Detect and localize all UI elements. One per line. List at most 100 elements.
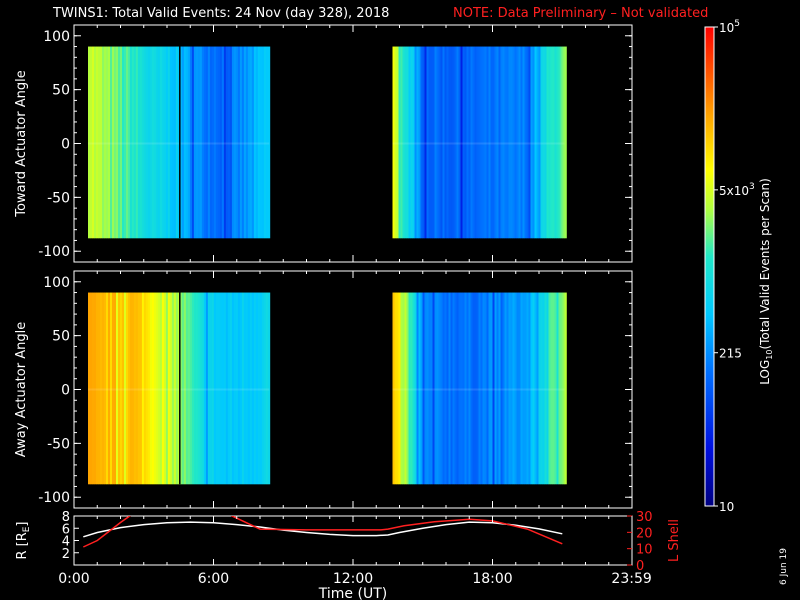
heatmap-column: [536, 292, 539, 485]
heatmap-column: [133, 292, 137, 485]
heatmap-column: [239, 46, 243, 239]
heatmap-column: [402, 46, 405, 239]
heatmap-column: [546, 46, 549, 239]
heatmap-column: [456, 292, 459, 485]
heatmap-column: [398, 46, 401, 239]
heatmap-column: [92, 46, 95, 239]
heatmap-column: [120, 292, 123, 485]
heatmap-column: [90, 292, 93, 485]
heatmap-column: [241, 292, 245, 485]
heatmap-column: [213, 292, 217, 485]
heatmap-column: [104, 46, 107, 239]
heatmap-column: [520, 292, 523, 485]
heatmap-column: [151, 292, 155, 485]
heatmap-column: [518, 292, 521, 485]
colorbar: 105 5x103 215 10 LOG10(Total Valid Events pe…: [704, 19, 774, 514]
heatmap-column: [88, 292, 91, 485]
heatmap-column: [201, 46, 205, 239]
heatmap-column: [450, 292, 453, 485]
heatmap-column: [406, 46, 409, 239]
heatmap-column: [450, 46, 453, 239]
heatmap-column: [219, 46, 223, 239]
heatmap-column: [438, 46, 441, 239]
heatmap-column: [520, 46, 523, 239]
heatmap-column: [131, 46, 135, 239]
heatmap-column: [530, 292, 533, 485]
heatmap-column: [100, 46, 103, 239]
heatmap-column: [500, 292, 503, 485]
heatmap-column: [470, 292, 473, 485]
lshell-tick-label: 0: [636, 559, 644, 574]
heatmap-column: [448, 292, 451, 485]
heatmap-column: [90, 46, 93, 239]
heatmap-column: [560, 46, 563, 239]
heatmap-column: [484, 46, 487, 239]
heatmap-column: [526, 46, 529, 239]
y-tick-label: -100: [38, 244, 70, 260]
heatmap-column: [163, 292, 167, 485]
heatmap-column: [550, 292, 553, 485]
r-tick-label: 4: [62, 535, 70, 550]
heatmap-column: [197, 46, 201, 239]
heatmap-column: [552, 292, 555, 485]
heatmap-column: [394, 46, 397, 239]
heatmap-column: [404, 46, 407, 239]
heatmap-column: [472, 46, 475, 239]
heatmap-column: [209, 292, 213, 485]
heatmap-column: [474, 292, 477, 485]
figure-title: TWINS1: Total Valid Events: 24 Nov (day …: [53, 6, 390, 21]
heatmap-column: [237, 292, 241, 485]
colorbar-tick-label: 215: [719, 347, 742, 361]
heatmap-column: [181, 46, 185, 239]
heatmap-column: [420, 46, 423, 239]
heatmap-column: [490, 46, 493, 239]
heatmap-column: [392, 46, 395, 239]
heatmap-column: [213, 46, 217, 239]
heatmap-column: [247, 46, 251, 239]
heatmap-column: [147, 46, 151, 239]
heatmap-column: [410, 46, 413, 239]
heatmap-column: [143, 46, 147, 239]
heatmap-column: [524, 46, 527, 239]
heatmap-column: [396, 292, 399, 485]
heatmap-column: [205, 46, 209, 239]
heatmap-column: [159, 292, 163, 485]
heatmap-column: [98, 292, 101, 485]
heatmap-column: [233, 46, 237, 239]
heatmap-column: [478, 292, 481, 485]
heatmap-column: [542, 46, 545, 239]
heatmap-column: [526, 292, 529, 485]
heatmap-column: [225, 292, 229, 485]
colorbar-label: LOG10(Total Valid Events per Scan): [758, 178, 774, 385]
heatmap-column: [446, 292, 449, 485]
heatmap-column: [418, 292, 421, 485]
heatmap-column: [474, 46, 477, 239]
heatmap-column: [486, 46, 489, 239]
heatmap-column: [179, 292, 183, 485]
heatmap-column: [163, 46, 167, 239]
heatmap-column: [552, 46, 555, 239]
heatmap-column: [193, 46, 197, 239]
heatmap-column: [153, 46, 157, 239]
heatmap-column: [418, 46, 421, 239]
heatmap-column: [440, 46, 443, 239]
heatmap-column: [446, 46, 449, 239]
heatmap-column: [392, 292, 395, 485]
heatmap-column: [114, 292, 117, 485]
heatmap-column: [165, 46, 169, 239]
heatmap-column: [100, 292, 103, 485]
heatmap-column: [482, 46, 485, 239]
heatmap-column: [191, 46, 195, 239]
heatmap-column: [432, 46, 435, 239]
heatmap-column: [488, 46, 491, 239]
heatmap-column: [556, 292, 559, 485]
heatmap-column: [229, 292, 233, 485]
heatmap-column: [410, 292, 413, 485]
heatmap-column: [161, 292, 165, 485]
heatmap-column: [538, 292, 541, 485]
heatmap-column: [211, 292, 215, 485]
heatmap-column: [249, 292, 253, 485]
heatmap-column: [508, 46, 511, 239]
